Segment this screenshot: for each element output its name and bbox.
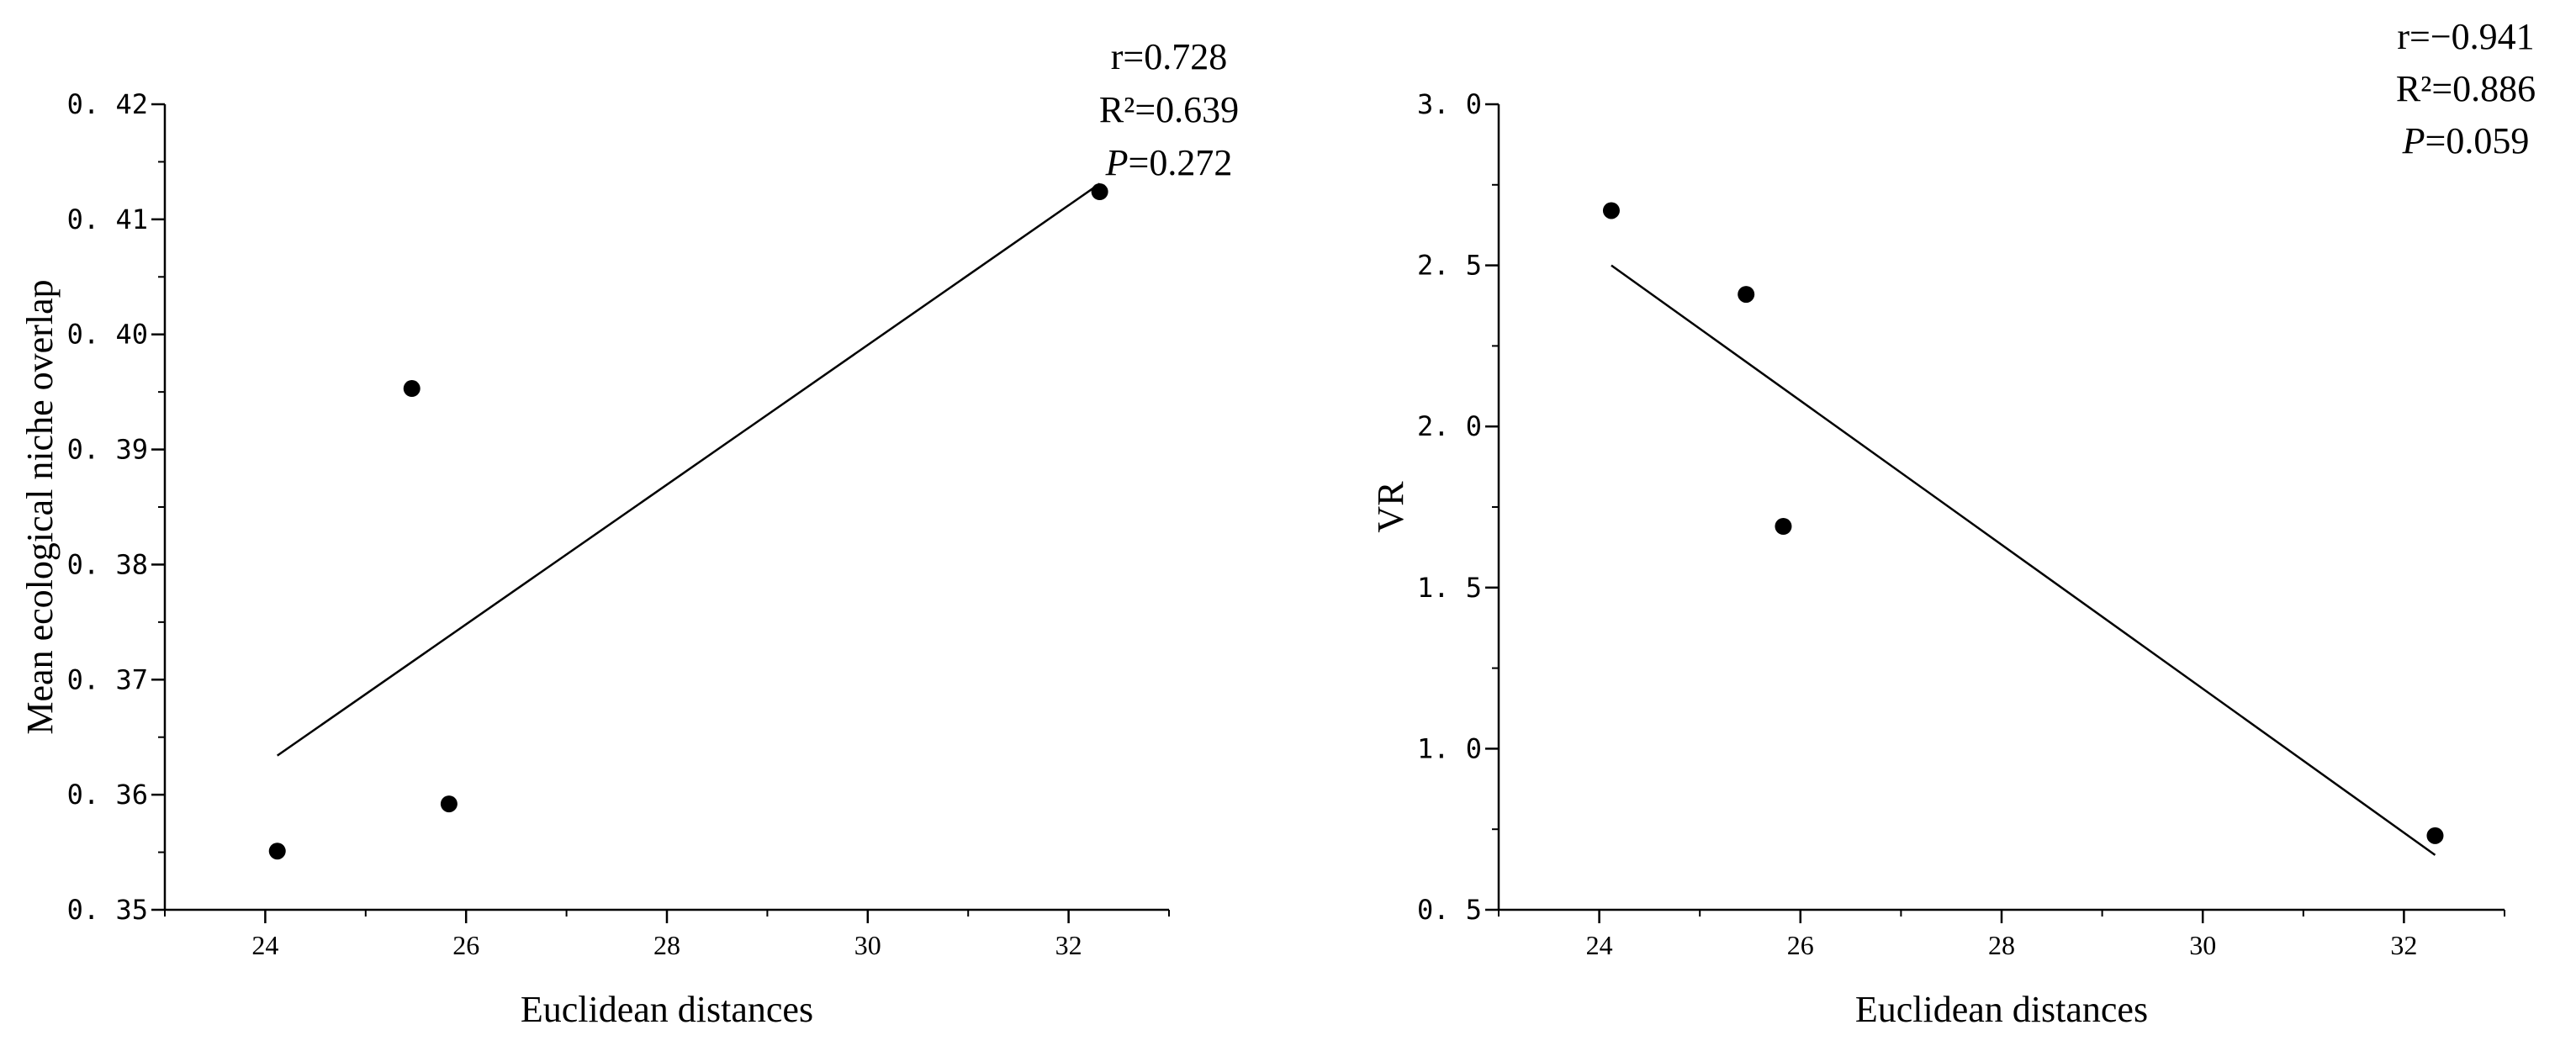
stat-symbol: r bbox=[2397, 16, 2409, 57]
y-tick-label: 0. 38 bbox=[67, 548, 148, 580]
y-tick-label: 0. 39 bbox=[67, 434, 148, 466]
x-tick-label: 24 bbox=[1586, 930, 1613, 960]
stat-symbol: R² bbox=[2396, 68, 2432, 109]
y-tick-label: 1. 5 bbox=[1417, 572, 1482, 604]
y-tick-label: 0. 40 bbox=[67, 319, 148, 351]
stat-value: =0.272 bbox=[1129, 142, 1233, 183]
x-tick-label: 24 bbox=[251, 930, 278, 960]
data-point bbox=[1775, 517, 1792, 535]
stat-annotation: R²=0.886 bbox=[2396, 68, 2536, 109]
y-tick-label: 1. 0 bbox=[1417, 732, 1482, 764]
x-tick-label: 30 bbox=[854, 930, 881, 960]
stat-annotation: P=0.059 bbox=[2402, 120, 2530, 161]
y-tick-label: 0. 37 bbox=[67, 663, 148, 695]
y-tick-label: 2. 5 bbox=[1417, 250, 1482, 282]
stat-symbol: P bbox=[2402, 120, 2425, 161]
stat-annotation: r=0.728 bbox=[1111, 36, 1227, 77]
data-point bbox=[1602, 202, 1620, 219]
stat-annotation: P=0.272 bbox=[1105, 142, 1233, 183]
x-tick-label: 32 bbox=[2390, 930, 2417, 960]
stat-annotation: R²=0.639 bbox=[1099, 89, 1239, 130]
y-tick-label: 2. 0 bbox=[1417, 410, 1482, 442]
x-tick-label: 30 bbox=[2189, 930, 2216, 960]
y-tick-label: 0. 42 bbox=[67, 88, 148, 120]
stat-symbol: R² bbox=[1099, 89, 1135, 130]
stat-value: =0.728 bbox=[1123, 36, 1227, 77]
stat-value: =−0.941 bbox=[2409, 16, 2535, 57]
data-point bbox=[1738, 286, 1755, 304]
x-axis-label: Euclidean distances bbox=[1855, 989, 2148, 1030]
data-point bbox=[403, 380, 421, 398]
stat-symbol: r bbox=[1111, 36, 1124, 77]
stat-symbol: P bbox=[1105, 142, 1129, 183]
regression-line bbox=[1611, 264, 2436, 856]
y-tick-label: 0. 35 bbox=[67, 894, 148, 926]
x-tick-label: 26 bbox=[452, 930, 479, 960]
stat-value: =0.059 bbox=[2425, 120, 2530, 161]
x-tick-label: 32 bbox=[1055, 930, 1082, 960]
y-tick-label: 0. 36 bbox=[67, 779, 148, 811]
x-tick-label: 28 bbox=[1988, 930, 2015, 960]
stat-value: =0.886 bbox=[2431, 68, 2536, 109]
stat-annotation: r=−0.941 bbox=[2397, 16, 2534, 57]
y-tick-label: 3. 0 bbox=[1417, 88, 1482, 120]
x-tick-label: 28 bbox=[653, 930, 680, 960]
regression-line bbox=[277, 182, 1101, 757]
x-tick-label: 26 bbox=[1787, 930, 1814, 960]
y-tick-label: 0. 5 bbox=[1417, 894, 1482, 926]
y-axis-label: Mean ecological niche overlap bbox=[19, 279, 61, 734]
stat-value: =0.639 bbox=[1135, 89, 1239, 130]
data-point bbox=[1091, 183, 1108, 201]
x-axis-label: Euclidean distances bbox=[521, 989, 813, 1030]
data-point bbox=[2426, 827, 2444, 844]
vr-chart: 0. 5 1. 0 1. 5 2. 0 2. 5 3. 0 24 26 28 30 32 Euclid… bbox=[1370, 16, 2536, 1030]
niche-overlap-chart: 0. 35 0. 36 0. 37 0. 38 0. 39 0. 40 0. 41 0. 42… bbox=[19, 36, 1239, 1030]
data-point bbox=[440, 795, 458, 813]
y-tick-label: 0. 41 bbox=[67, 203, 148, 235]
y-axis-label: VR bbox=[1370, 481, 1411, 533]
data-point bbox=[268, 843, 286, 860]
